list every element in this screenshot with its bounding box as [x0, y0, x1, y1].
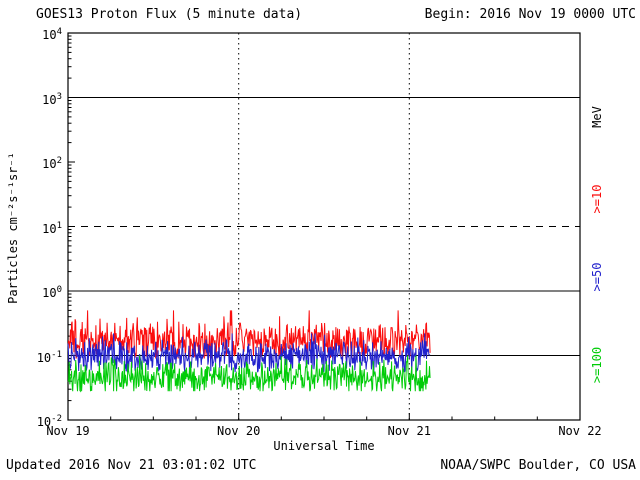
right-axis-series-label-ge100: >=100	[590, 346, 604, 384]
x-tick-label-nov-22: Nov 22	[558, 424, 602, 438]
data-source-label: NOAA/SWPC Boulder, CO USA	[440, 458, 636, 473]
right-axis-unit-label-mev: MeV	[590, 106, 604, 128]
chart-title: GOES13 Proton Flux (5 minute data)	[36, 7, 303, 22]
x-tick-label-nov-19: Nov 19	[46, 424, 90, 438]
y-tick-label-1e0: 100	[42, 285, 62, 300]
begin-timestamp-label: Begin: 2016 Nov 19 0000 UTC	[424, 7, 636, 22]
x-tick-label-nov-21: Nov 21	[387, 424, 431, 438]
x-axis-title: Universal Time	[273, 439, 375, 453]
series-line--10-mev	[67, 310, 431, 359]
y-tick-label-1e4: 104	[42, 27, 62, 42]
x-tick-label-nov-20: Nov 20	[216, 424, 261, 438]
right-axis-series-label-ge10: >=10	[590, 184, 604, 214]
series-line--100-mev	[67, 355, 431, 393]
y-tick-label-1e-1: 10-1	[36, 349, 62, 365]
y-tick-label-1e-2: 10-2	[36, 414, 62, 429]
y-tick-label-1e3: 103	[42, 91, 62, 107]
updated-timestamp: Updated 2016 Nov 21 03:01:02 UTC	[6, 458, 257, 473]
y-tick-label-1e1: 101	[42, 220, 62, 236]
y-tick-label-1e2: 102	[42, 156, 62, 171]
y-axis-title: Particles cm⁻²s⁻¹sr⁻¹	[6, 152, 20, 304]
right-axis-series-label-ge50: >=50	[590, 262, 604, 292]
plot-frame	[67, 32, 581, 421]
